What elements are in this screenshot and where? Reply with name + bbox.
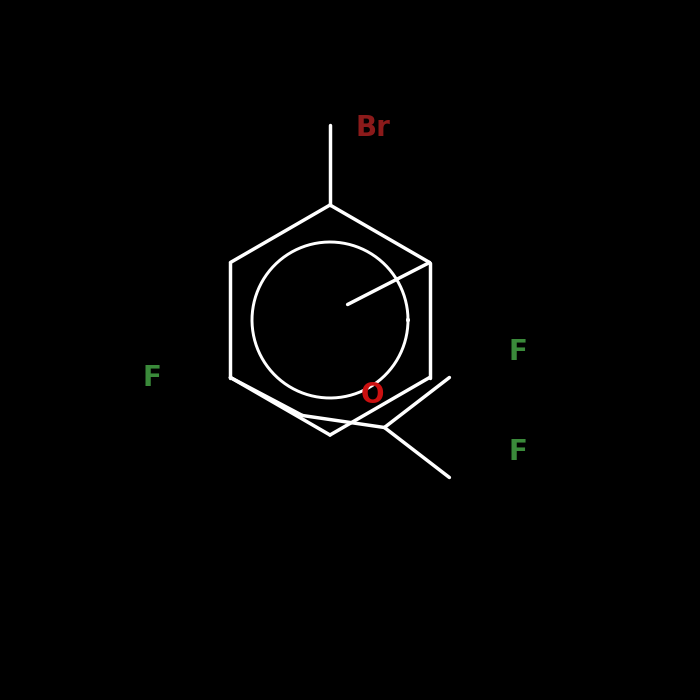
Text: F: F	[509, 438, 527, 466]
Text: Br: Br	[355, 114, 390, 142]
Text: F: F	[509, 338, 527, 366]
Text: O: O	[360, 381, 384, 409]
Text: F: F	[143, 364, 162, 392]
